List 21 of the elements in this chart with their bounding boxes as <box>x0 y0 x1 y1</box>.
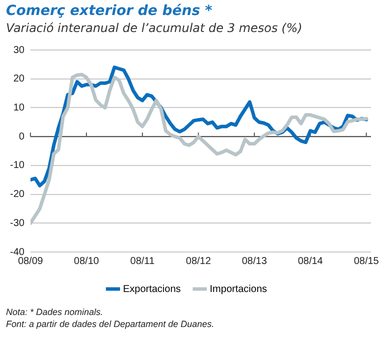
y-tick-label: -20 <box>10 189 25 200</box>
x-tick-label: 08/11 <box>130 256 155 267</box>
y-tick-label: -30 <box>10 218 25 229</box>
text: Nota: * Dades nominals. <box>6 306 104 318</box>
x-tick-label: 08/13 <box>242 256 268 267</box>
legend-label: Exportacions <box>122 284 181 295</box>
legend-label: Importacions <box>210 284 268 295</box>
x-tick-label: 08/09 <box>18 256 44 267</box>
y-tick-label: 0 <box>18 131 25 142</box>
y-tick-label: -40 <box>10 246 25 258</box>
text: Font: a partir de dades del Departament de Duanes. <box>6 318 214 330</box>
x-tick-label: 08/14 <box>298 256 324 267</box>
x-tick-label: 08/10 <box>74 256 100 267</box>
y-tick-label: 10 <box>13 102 25 114</box>
x-tick-label: 08/15 <box>354 256 380 267</box>
chart-subtitle: Variació interanual de l’acumulat de 3 mesos (%) <box>6 21 302 35</box>
y-tick-label: -10 <box>10 160 25 172</box>
y-tick-label: 30 <box>13 44 25 56</box>
x-tick-label: 08/12 <box>186 256 212 267</box>
y-tick-label: 20 <box>13 74 25 85</box>
chart-title: Comerç exterior de béns * <box>6 3 212 19</box>
